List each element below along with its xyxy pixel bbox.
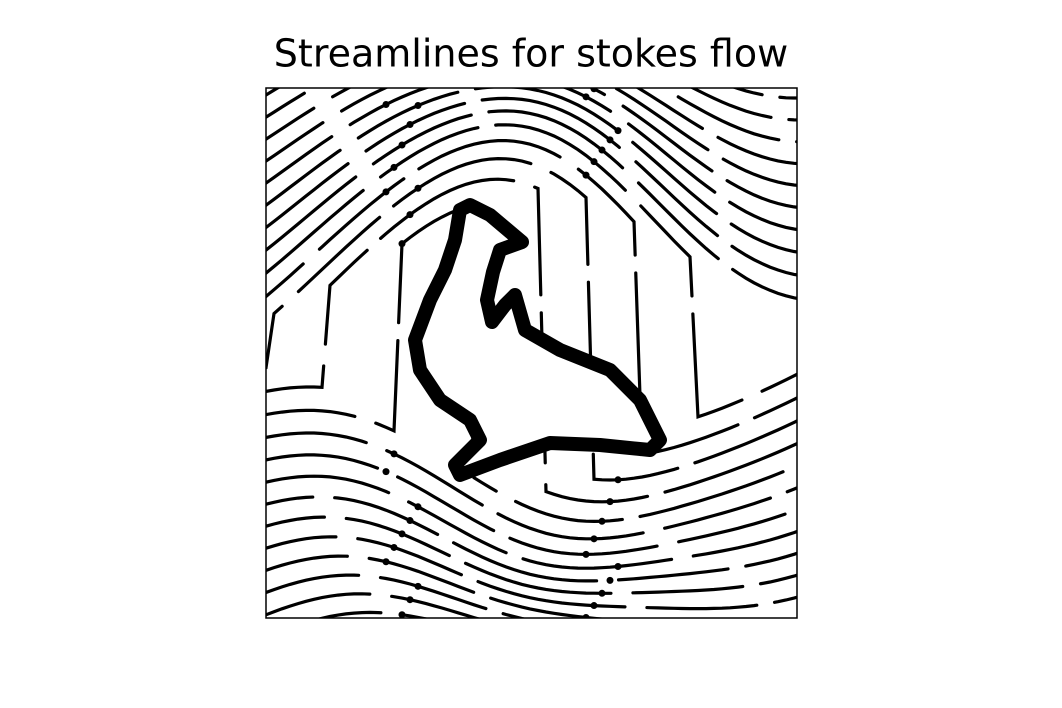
flow-arrow <box>398 240 406 248</box>
streamlines <box>250 0 810 708</box>
streamline <box>266 431 797 541</box>
flow-arrow <box>406 120 414 128</box>
flow-arrow <box>582 93 590 101</box>
flow-arrow <box>598 517 606 525</box>
streamline <box>250 669 810 708</box>
flow-arrow <box>583 691 590 698</box>
flow-arrow <box>407 685 414 692</box>
streamline <box>266 88 797 144</box>
flow-arrow <box>398 141 406 149</box>
streamline <box>266 139 797 457</box>
streamline <box>266 474 797 570</box>
obstacle-outline <box>408 198 667 482</box>
flow-arrow <box>390 543 398 551</box>
flow-arrow <box>391 81 398 88</box>
flow-arrow <box>390 163 398 171</box>
flow-arrow <box>591 675 598 682</box>
streamline <box>266 177 797 504</box>
flow-arrow <box>414 503 422 511</box>
streamline <box>266 204 797 524</box>
flow-arrow <box>606 498 614 506</box>
flow-arrow <box>614 562 622 570</box>
flow-arrow <box>406 596 414 604</box>
streamline <box>266 88 797 254</box>
flow-arrow <box>582 171 590 179</box>
flow-arrow <box>382 468 390 476</box>
flow-arrow <box>607 646 614 653</box>
flow-arrow <box>615 632 622 639</box>
flow-arrow <box>599 4 606 11</box>
flow-arrow <box>599 77 606 84</box>
streamline <box>266 96 797 277</box>
flow-arrow <box>614 127 622 135</box>
flow-arrow <box>390 450 398 458</box>
flow-arrow <box>614 476 622 484</box>
streamline <box>266 453 797 557</box>
flow-arrow <box>598 589 606 597</box>
streamline <box>250 650 810 708</box>
streamline <box>266 88 797 166</box>
flow-arrow <box>382 100 390 108</box>
streamline <box>250 0 810 32</box>
flow-arrow <box>606 136 614 144</box>
flow-arrow <box>590 88 598 93</box>
flow-arrow <box>590 535 598 543</box>
flow-arrow <box>599 661 606 668</box>
flow-arrow <box>414 582 422 590</box>
flow-arrow <box>391 628 398 635</box>
chart-title: Streamlines for stokes flow <box>274 32 788 76</box>
streamline <box>266 515 797 595</box>
streamline <box>250 0 810 9</box>
flow-arrow <box>398 530 406 538</box>
flow-arrow <box>582 613 590 618</box>
streamline <box>266 573 527 618</box>
flow-arrow <box>606 576 614 584</box>
flow-arrow <box>398 611 406 618</box>
flow-arrow <box>590 602 598 610</box>
streamline <box>266 88 797 209</box>
streamline <box>689 88 797 122</box>
streamline <box>266 156 797 482</box>
flow-arrow <box>406 211 414 219</box>
streamline <box>266 592 482 618</box>
streamline <box>266 495 797 583</box>
flow-arrow <box>406 517 414 525</box>
streamline <box>266 88 797 187</box>
flow-arrow <box>382 558 390 566</box>
flow-arrow <box>598 146 606 154</box>
streamline <box>250 631 810 708</box>
streamline <box>266 123 797 419</box>
flow-arrow <box>383 646 390 653</box>
flow-arrow <box>415 21 422 28</box>
flow-arrow <box>414 102 422 110</box>
flow-arrow <box>414 184 422 192</box>
streamline <box>266 535 797 611</box>
plot-frame <box>265 87 798 619</box>
streamline <box>250 689 810 708</box>
flow-arrow <box>591 17 598 24</box>
flow-arrow <box>383 10 390 17</box>
flow-arrow <box>415 666 422 673</box>
flow-arrow <box>582 550 590 558</box>
streamline <box>266 109 797 300</box>
flow-arrow <box>382 188 390 196</box>
streamline <box>316 610 429 618</box>
flow-arrow <box>590 158 598 166</box>
streamline <box>266 554 797 618</box>
